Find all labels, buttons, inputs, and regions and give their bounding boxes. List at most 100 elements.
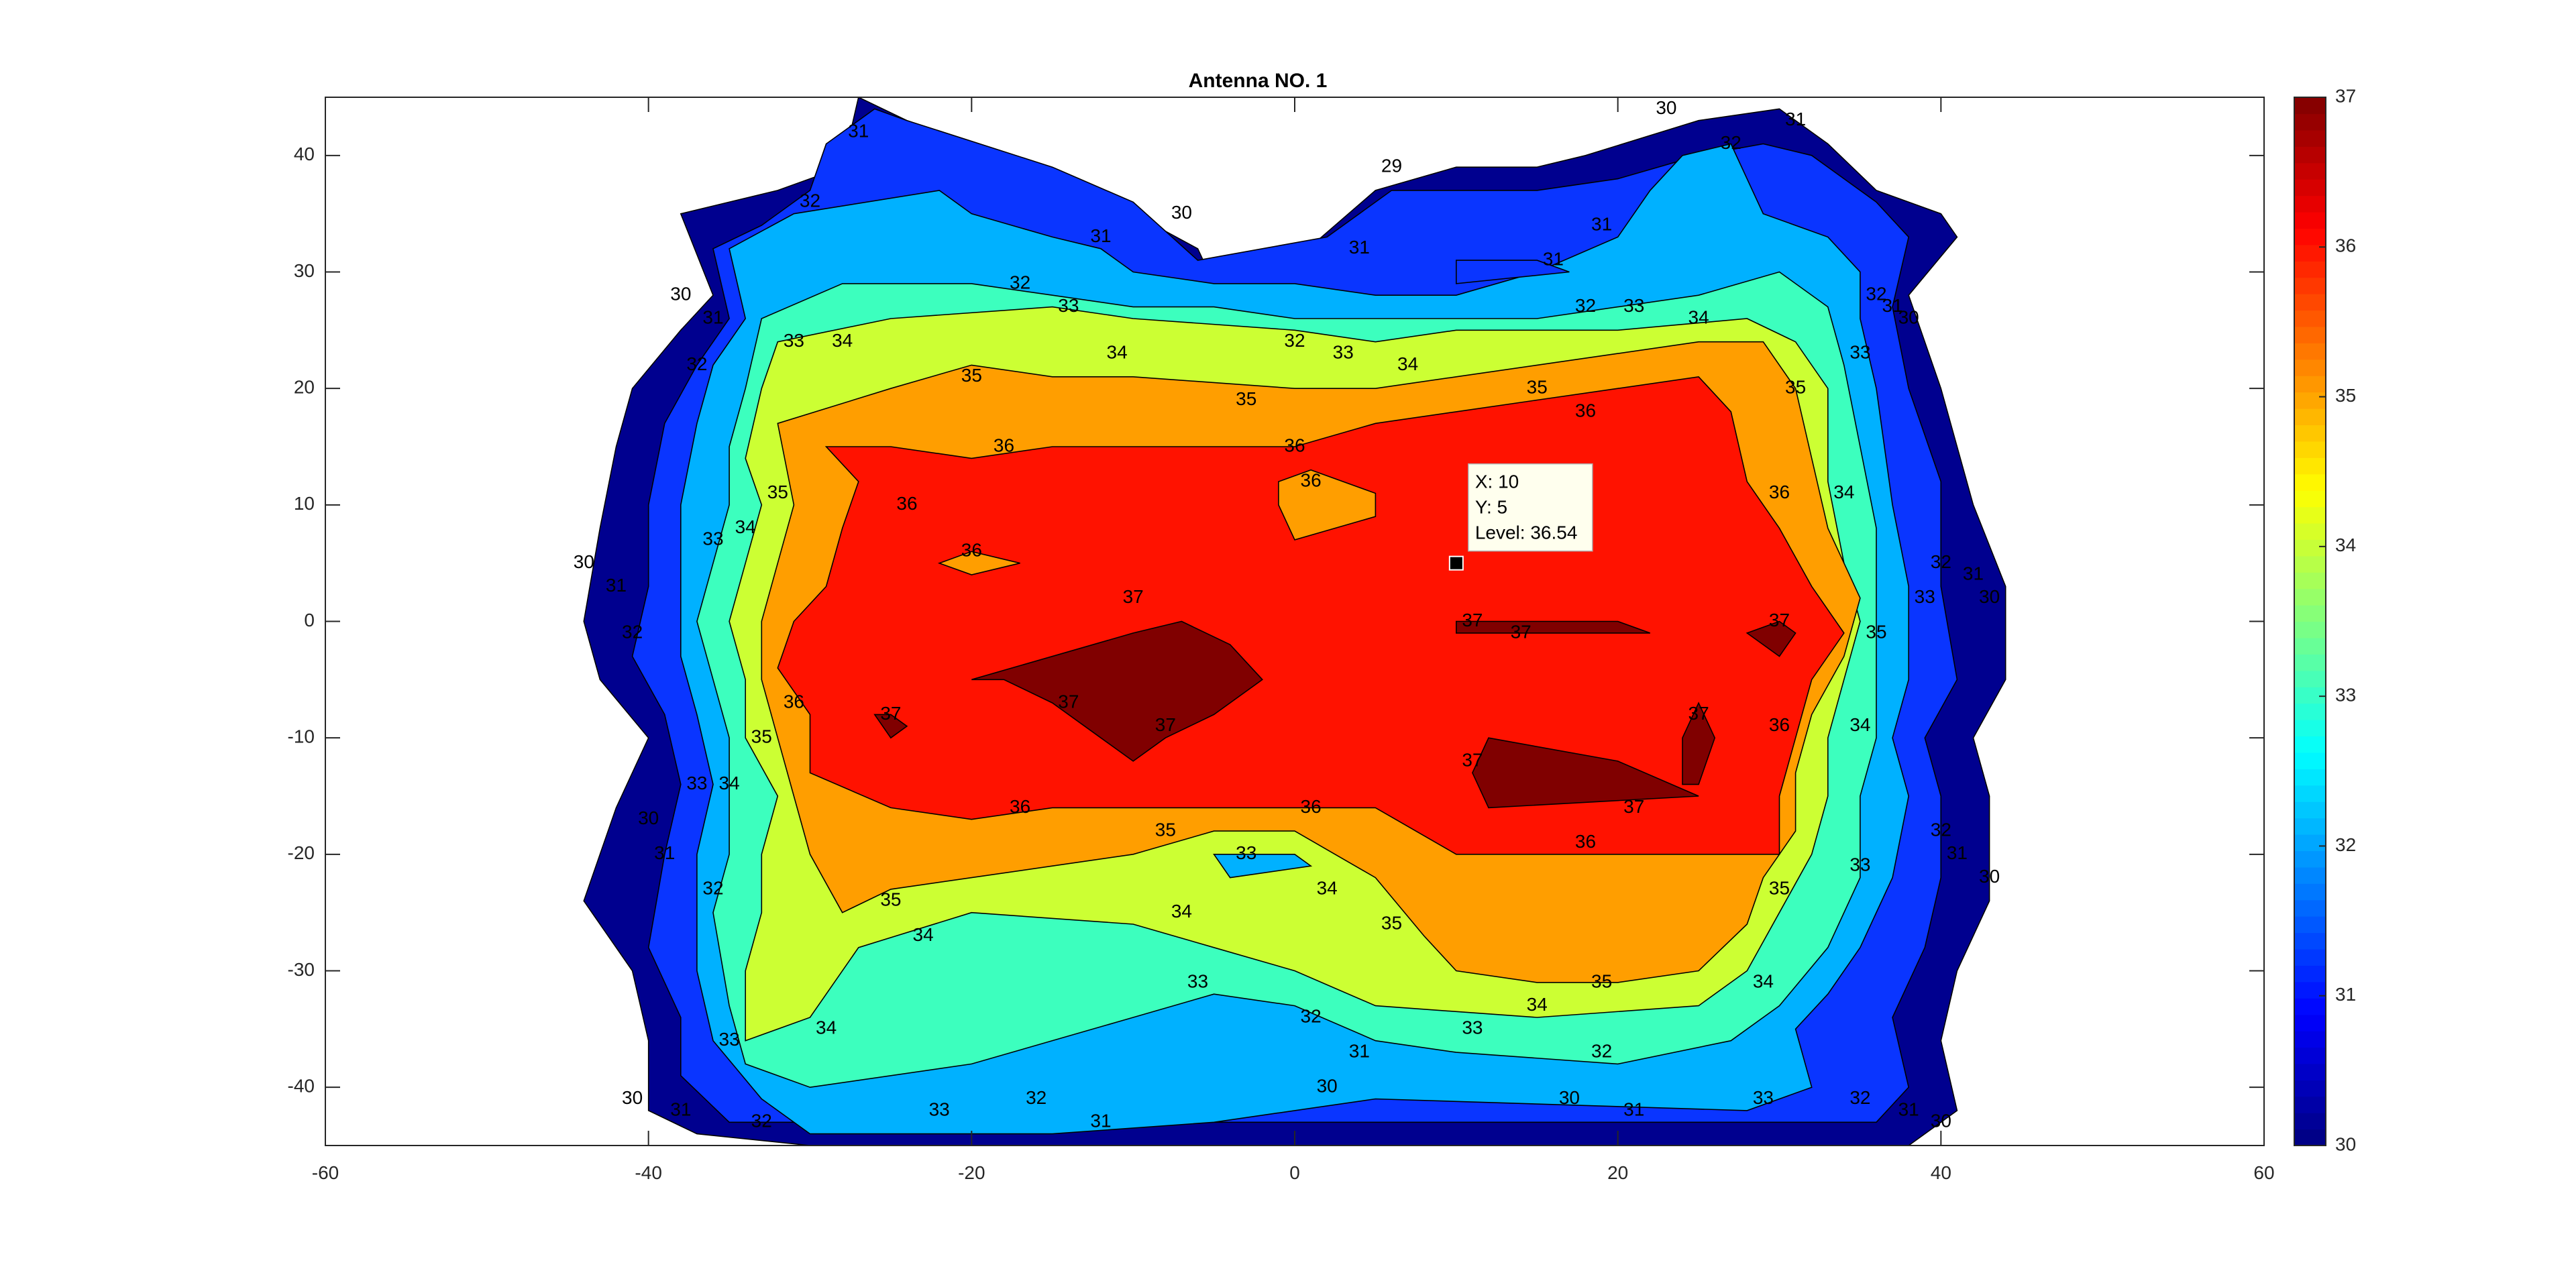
colorbar-segment: [2294, 277, 2326, 294]
y-tick-label: -40: [288, 1076, 315, 1097]
colorbar-segment: [2294, 326, 2326, 343]
contour-label: 35: [1236, 388, 1256, 409]
contour-label: 34: [1317, 877, 1338, 898]
contour-label: 33: [719, 1029, 740, 1050]
colorbar-segment: [2294, 1031, 2326, 1048]
contour-label: 36: [896, 493, 917, 514]
colorbar-segment: [2294, 539, 2326, 557]
contour-region-35: [1278, 469, 1377, 541]
colorbar-segment: [2294, 720, 2326, 737]
colorbar-segment: [2294, 97, 2326, 115]
contour-label: 32: [1931, 819, 1951, 840]
colorbar-segment: [2294, 211, 2326, 229]
contour-label: 36: [1575, 831, 1596, 852]
y-tick-label: 0: [304, 610, 315, 630]
y-tick-label: 40: [294, 144, 315, 164]
contour-label: 32: [702, 877, 723, 898]
colorbar-tick-label: 30: [2335, 1133, 2356, 1154]
contour-label: 31: [1543, 249, 1564, 270]
contour-label: 35: [1527, 377, 1548, 398]
contour-label: 35: [767, 482, 788, 502]
colorbar-segment: [2294, 310, 2326, 327]
colorbar-segment: [2294, 294, 2326, 311]
colorbar-segment: [2294, 555, 2326, 573]
contour-label: 32: [1849, 1087, 1870, 1108]
contour-label: 37: [1123, 586, 1144, 607]
colorbar-segment: [2294, 965, 2326, 983]
colorbar-segment: [2294, 769, 2326, 786]
datatip-marker[interactable]: [1448, 555, 1464, 571]
contour-label: 34: [1688, 306, 1709, 327]
contour-label: 34: [832, 330, 853, 351]
contour-label: 32: [1284, 330, 1305, 351]
colorbar-segment: [2294, 899, 2326, 917]
contour-label: 33: [1849, 341, 1870, 362]
y-axis: -40 -30 -20 -10 0 10 20 30 40: [288, 144, 2264, 1097]
contour-label: 33: [1915, 586, 1935, 607]
colorbar-segment: [2294, 522, 2326, 540]
contour-label: 34: [1833, 482, 1854, 502]
colorbar-segment: [2294, 490, 2326, 508]
contour-label: 34: [816, 1017, 837, 1038]
contour-label: 31: [1090, 1111, 1111, 1131]
colorbar-segment: [2294, 113, 2326, 131]
colorbar-segment: [2294, 867, 2326, 884]
y-tick-label: 30: [294, 260, 315, 281]
y-tick-label: 10: [294, 493, 315, 514]
contour-label: 37: [1058, 691, 1079, 712]
colorbar-segment: [2294, 572, 2326, 590]
contour-region-37: [1682, 702, 1716, 785]
contour-label: 29: [1381, 156, 1402, 176]
contour-label: 30: [1656, 97, 1676, 118]
contour-label: 36: [961, 540, 982, 561]
contour-label: 35: [1785, 377, 1806, 398]
contour-label: 32: [1931, 551, 1951, 572]
colorbar-segment: [2294, 1047, 2326, 1064]
contour-label: 30: [1171, 202, 1192, 223]
contour-label: 35: [1381, 912, 1402, 933]
colorbar-segment: [2294, 736, 2326, 753]
contour-label: 32: [1301, 1005, 1322, 1026]
colorbar-segment: [2294, 1096, 2326, 1113]
colorbar-segment: [2294, 359, 2326, 376]
colorbar-tick-label: 32: [2335, 834, 2356, 855]
contour-region-32: [1213, 854, 1313, 879]
colorbar-segment: [2294, 408, 2326, 426]
contour-label: 34: [1527, 994, 1548, 1015]
contour-label: 31: [1882, 295, 1903, 316]
colorbar-segment: [2294, 752, 2326, 769]
contour-region-37: [971, 620, 1264, 762]
colorbar-segment: [2294, 129, 2326, 147]
contour-label: 32: [1026, 1087, 1046, 1108]
datatip-line: X: 10: [1475, 471, 1519, 492]
datatip-line: Y: 5: [1475, 497, 1507, 518]
contour-label: 32: [1721, 132, 1741, 153]
contour-label: 32: [686, 353, 707, 374]
contour-label: 35: [1591, 970, 1612, 991]
contour-label: 36: [1575, 400, 1596, 421]
x-tick-label: -20: [958, 1162, 985, 1183]
contour-label: 33: [1333, 341, 1354, 362]
contour-label: 31: [1785, 109, 1806, 129]
contour-label: 30: [1931, 1111, 1951, 1131]
y-tick-label: 20: [294, 377, 315, 398]
contour-label: 34: [719, 773, 740, 793]
contour-label: 32: [800, 190, 820, 211]
x-tick-label: 60: [2253, 1162, 2274, 1183]
colorbar-tick-label: 35: [2335, 385, 2356, 406]
colorbar-segment: [2294, 834, 2326, 852]
contour-label: 35: [880, 889, 901, 910]
colorbar-segment: [2294, 801, 2326, 819]
datatip[interactable]: X: 10 Y: 5 Level: 36.54: [1448, 463, 1593, 571]
contour-label: 32: [1591, 1040, 1612, 1061]
contour-label: 32: [1866, 284, 1886, 304]
colorbar-segment: [2294, 473, 2326, 491]
contour-label: 31: [606, 575, 627, 596]
contour-label: 33: [1623, 295, 1644, 316]
contour-label: 34: [735, 516, 756, 537]
contour-region-35: [937, 551, 1020, 575]
colorbar-tick-label: 33: [2335, 685, 2356, 706]
contour-fills: [583, 97, 2006, 1146]
contour-label: 30: [1979, 866, 2000, 887]
